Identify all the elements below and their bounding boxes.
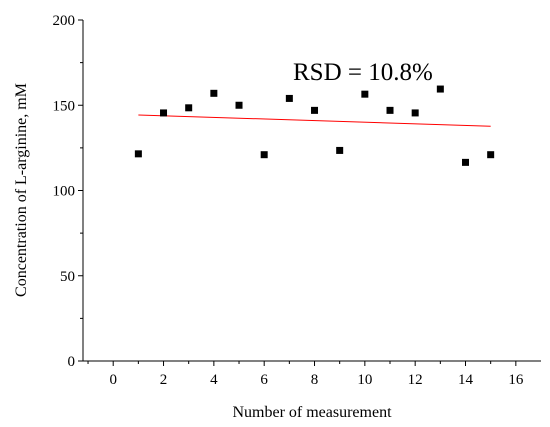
ticks — [78, 19, 517, 366]
y-tick-label: 200 — [53, 13, 76, 29]
tick-labels: 0 50 100 150 200 0 2 4 6 8 10 12 14 16 — [53, 13, 524, 388]
data-points — [134, 85, 495, 166]
x-axis-title: Number of measurement — [232, 404, 392, 421]
y-tick-label: 100 — [53, 184, 76, 200]
x-tick-label: 10 — [357, 372, 372, 388]
x-tick-label: 4 — [210, 372, 218, 388]
data-point — [160, 109, 168, 117]
data-point — [487, 151, 495, 159]
y-tick-label: 150 — [53, 98, 76, 114]
x-tick-label: 0 — [109, 372, 117, 388]
data-point — [436, 85, 444, 93]
x-tick-label: 12 — [408, 372, 423, 388]
data-point — [285, 94, 293, 102]
x-tick-label: 6 — [260, 372, 268, 388]
x-tick-label: 8 — [311, 372, 319, 388]
data-point — [210, 89, 218, 97]
x-tick-label: 2 — [160, 372, 168, 388]
data-point — [462, 158, 470, 166]
data-point — [411, 109, 419, 117]
trend-line — [138, 114, 491, 127]
data-point — [134, 150, 142, 158]
y-tick-label: 0 — [68, 354, 76, 370]
data-point — [386, 106, 394, 114]
data-point — [336, 146, 344, 154]
data-point — [361, 90, 369, 98]
y-axis-title: Concentration of L-arginine, mM — [13, 83, 30, 297]
data-point — [311, 106, 319, 114]
data-point — [235, 101, 243, 109]
y-tick-label: 50 — [60, 269, 75, 285]
x-tick-label: 16 — [508, 372, 524, 388]
data-point — [185, 104, 193, 112]
x-tick-label: 14 — [458, 372, 474, 388]
rsd-annotation: RSD = 10.8% — [293, 59, 433, 86]
data-point — [260, 151, 268, 159]
trend-line-group — [138, 114, 491, 127]
